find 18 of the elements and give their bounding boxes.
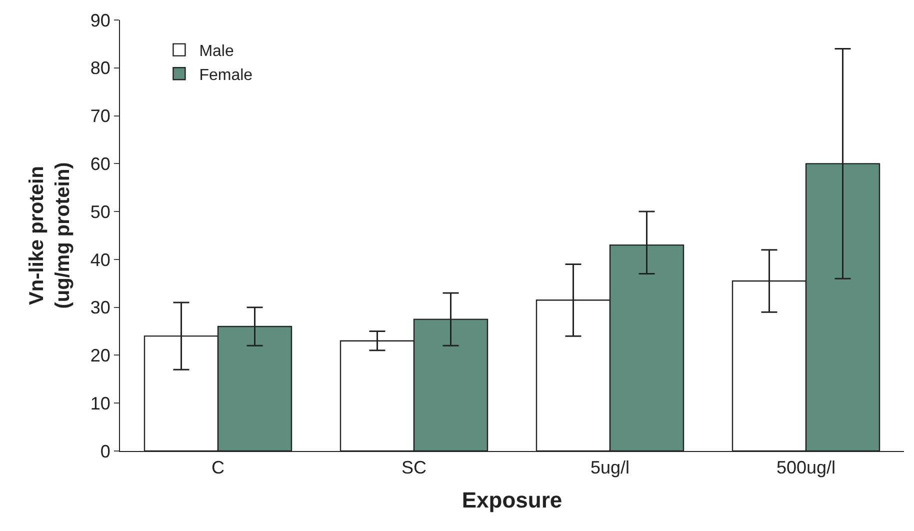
x-axis-title: Exposure bbox=[462, 488, 562, 512]
x-tick-label: C bbox=[212, 458, 224, 478]
x-tick-label: 5ug/l bbox=[590, 458, 630, 478]
y-tick-label: 10 bbox=[90, 393, 110, 414]
y-tick-label: 80 bbox=[90, 58, 110, 78]
y-tick-label: 40 bbox=[90, 250, 110, 270]
y-axis-title: Vn-like protein (ug/mg protein) bbox=[26, 162, 74, 309]
y-tick-label: 0 bbox=[100, 441, 110, 462]
y-tick-label: 30 bbox=[90, 298, 110, 318]
y-tick-label: 90 bbox=[90, 10, 110, 30]
x-tick-label: SC bbox=[401, 458, 427, 478]
y-tick-label: 70 bbox=[90, 106, 110, 126]
y-tick-label: 60 bbox=[90, 154, 110, 174]
y-tick-label: 20 bbox=[90, 346, 110, 366]
x-tick-label: 500ug/l bbox=[776, 458, 836, 478]
legend-label: Male bbox=[199, 43, 234, 60]
legend-label: Female bbox=[199, 66, 253, 84]
y-tick-label: 50 bbox=[90, 202, 110, 222]
